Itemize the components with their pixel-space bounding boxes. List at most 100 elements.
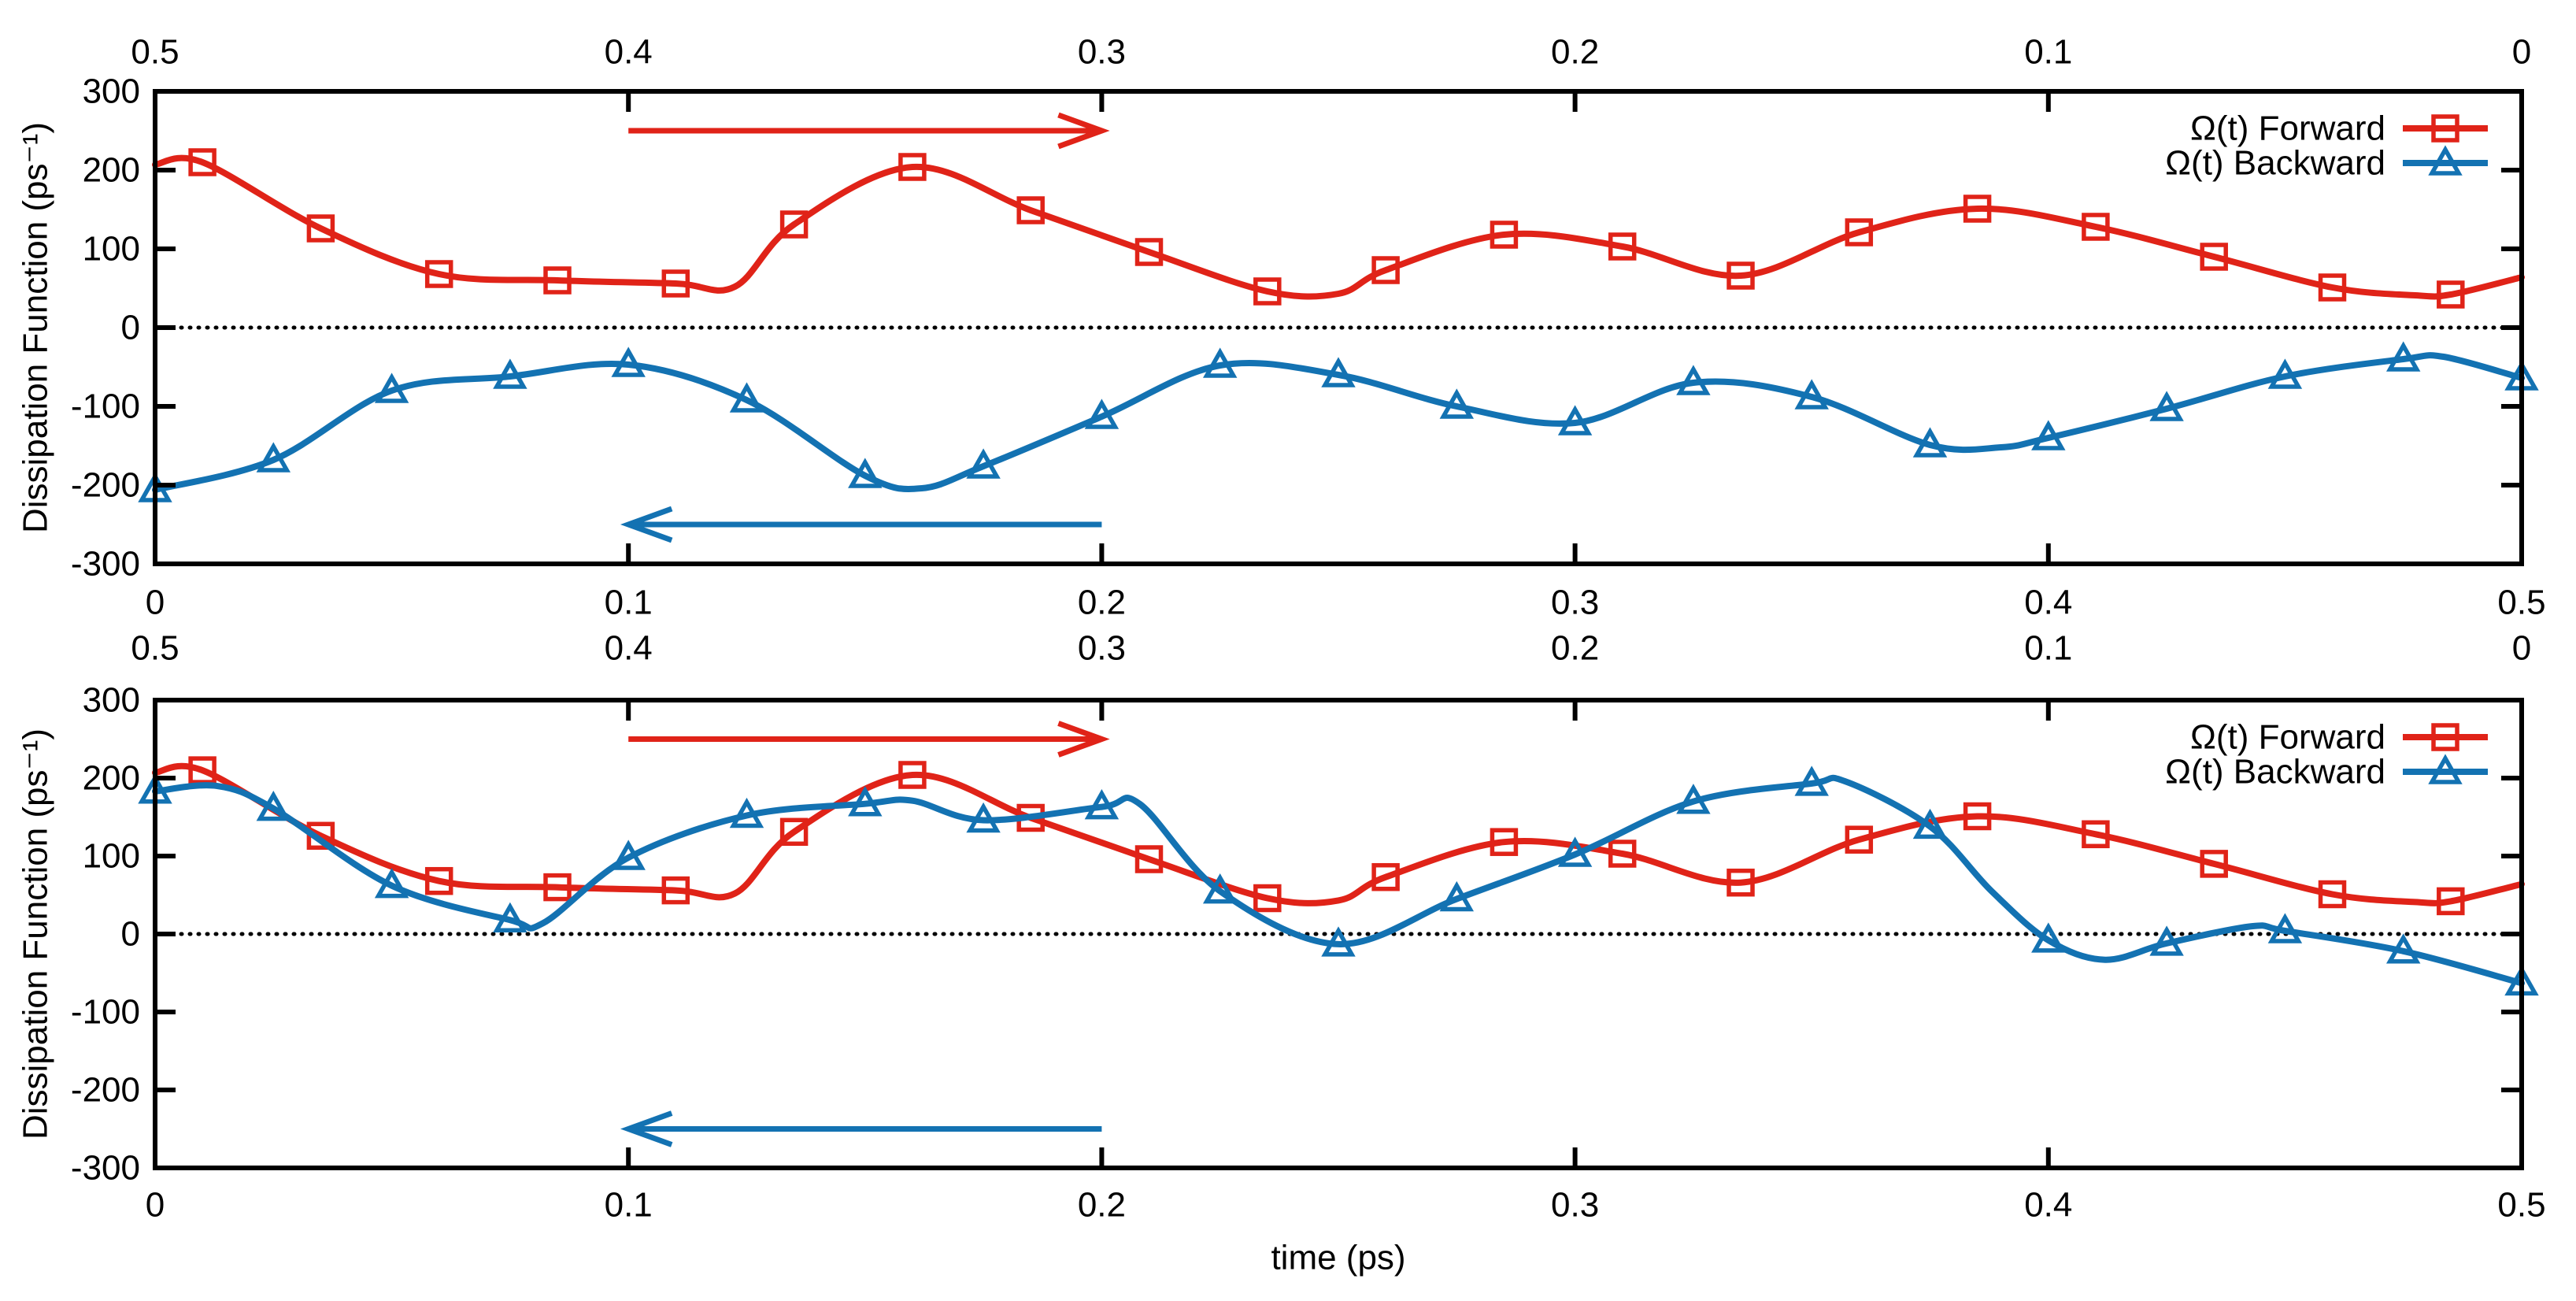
backward-data-point-marker bbox=[2031, 922, 2066, 953]
forward-data-point-marker bbox=[543, 873, 572, 902]
x-tick-label: 0.3 bbox=[1551, 584, 1599, 622]
x-top-tick-label: 0.2 bbox=[1551, 629, 1599, 668]
forward-data-point-marker bbox=[2200, 850, 2228, 878]
backward-data-point-marker bbox=[2267, 913, 2303, 943]
forward-data-point-marker bbox=[543, 266, 572, 295]
forward-data-point-marker bbox=[1134, 845, 1164, 873]
backward-data-point-marker bbox=[374, 868, 409, 899]
forward-curve bbox=[152, 762, 2525, 906]
x-top-tick-label: 0.4 bbox=[605, 629, 653, 668]
legend-sample-marker bbox=[2431, 114, 2459, 143]
x-top-tick-label: 0.3 bbox=[1078, 629, 1126, 668]
x-tick-label: 0.5 bbox=[2497, 584, 2545, 622]
x-top-tick-label: 0.1 bbox=[2024, 33, 2072, 72]
x-top-tick-label: 0 bbox=[2512, 629, 2531, 668]
forward-data-point-marker bbox=[779, 210, 809, 239]
panel-bottom: 0 0.1 0.2 0.3 0.4 0.50.5 0.4 0.3 0.2 0.1 0-300-200… bbox=[71, 629, 2546, 1225]
y-axis-title-bottom: Dissipation Function (ps⁻¹) bbox=[17, 728, 55, 1140]
backward-arrow-head bbox=[620, 1110, 673, 1147]
backward-curve bbox=[152, 352, 2525, 493]
backward-data-point-marker bbox=[1676, 365, 1711, 395]
forward-data-point-marker bbox=[2082, 213, 2110, 241]
y-tick-label: -100 bbox=[71, 387, 140, 426]
forward-data-point-marker bbox=[2318, 880, 2347, 909]
y-tick-label: 200 bbox=[83, 151, 140, 190]
x-tick-label: 0 bbox=[146, 1186, 165, 1225]
x-top-tick-label: 0.2 bbox=[1551, 33, 1599, 72]
x-top-tick-label: 0.3 bbox=[1078, 33, 1126, 72]
legend-backward-label-bottom: Ω(t) Backward bbox=[2165, 753, 2385, 791]
x-top-tick-label: 0.5 bbox=[131, 629, 179, 668]
x-tick-label: 0.4 bbox=[2024, 1186, 2072, 1225]
x-tick-label: 0.3 bbox=[1551, 1186, 1599, 1225]
x-top-tick-label: 0.1 bbox=[2024, 629, 2072, 668]
legend-backward-label-top: Ω(t) Backward bbox=[2165, 144, 2385, 183]
forward-arrow-head bbox=[1057, 112, 1110, 150]
forward-data-point-marker bbox=[1727, 868, 1755, 897]
forward-data-point-marker bbox=[779, 817, 809, 847]
forward-data-point-marker bbox=[424, 260, 453, 288]
forward-arrow-head bbox=[1057, 721, 1110, 758]
forward-data-point-marker bbox=[1845, 218, 1874, 246]
forward-data-point-marker bbox=[1253, 884, 1282, 913]
forward-data-point-marker bbox=[306, 214, 335, 243]
x-top-tick-label: 0.5 bbox=[131, 33, 179, 72]
x-top-tick-label: 0.4 bbox=[605, 33, 653, 72]
forward-data-point-marker bbox=[1845, 825, 1874, 854]
x-axis-title: time (ps) bbox=[1271, 1239, 1405, 1277]
y-axis-title-top: Dissipation Function (ps⁻¹) bbox=[17, 122, 55, 533]
backward-data-point-marker bbox=[1676, 784, 1711, 814]
backward-data-point-marker bbox=[1439, 880, 1475, 912]
forward-data-point-marker bbox=[2200, 243, 2228, 271]
forward-data-point-marker bbox=[2437, 280, 2465, 309]
backward-data-point-marker bbox=[1084, 789, 1120, 820]
backward-data-point-marker bbox=[2385, 933, 2421, 964]
x-tick-label: 0.2 bbox=[1078, 1186, 1126, 1225]
forward-data-point-marker bbox=[1727, 261, 1755, 290]
forward-data-point-marker bbox=[1134, 238, 1164, 266]
backward-data-point-marker bbox=[1321, 357, 1356, 387]
forward-data-point-marker bbox=[1490, 828, 1519, 856]
backward-data-point-marker bbox=[848, 458, 883, 488]
y-tick-label: 0 bbox=[121, 915, 140, 954]
y-tick-label: -300 bbox=[71, 545, 140, 584]
backward-data-point-marker bbox=[729, 382, 764, 413]
forward-data-point-marker bbox=[1608, 232, 1637, 261]
forward-data-point-marker bbox=[1371, 862, 1400, 891]
forward-data-point-marker bbox=[188, 756, 217, 784]
forward-data-point-marker bbox=[2082, 820, 2110, 849]
x-tick-label: 0.4 bbox=[2024, 584, 2072, 622]
backward-data-point-marker bbox=[1321, 926, 1356, 957]
y-tick-label: -300 bbox=[71, 1149, 140, 1188]
forward-data-point-marker bbox=[2437, 887, 2465, 916]
forward-data-point-marker bbox=[1963, 195, 1992, 223]
forward-data-point-marker bbox=[898, 761, 927, 789]
backward-data-point-marker bbox=[848, 786, 883, 817]
forward-data-point-marker bbox=[1016, 196, 1045, 224]
backward-data-point-marker bbox=[1794, 765, 1829, 796]
backward-data-point-marker bbox=[493, 902, 527, 932]
forward-data-point-marker bbox=[661, 269, 690, 298]
forward-data-point-marker bbox=[661, 876, 690, 905]
backward-data-point-marker bbox=[1084, 398, 1120, 429]
backward-curve bbox=[152, 774, 2525, 987]
y-tick-label: 100 bbox=[83, 230, 140, 269]
y-tick-label: 100 bbox=[83, 837, 140, 876]
backward-data-point-marker bbox=[256, 442, 291, 473]
y-tick-label: 300 bbox=[83, 72, 140, 111]
y-tick-label: 300 bbox=[83, 681, 140, 720]
forward-data-point-marker bbox=[1371, 256, 1400, 284]
backward-data-point-marker bbox=[1202, 347, 1238, 378]
backward-data-point-marker bbox=[966, 448, 1001, 479]
x-top-tick-label: 0 bbox=[2512, 33, 2531, 72]
backward-data-point-marker bbox=[2149, 925, 2184, 956]
y-tick-label: -200 bbox=[71, 466, 140, 505]
backward-data-point-marker bbox=[2149, 391, 2184, 421]
y-tick-label: 200 bbox=[83, 759, 140, 798]
forward-data-point-marker bbox=[1253, 277, 1282, 306]
backward-data-point-marker bbox=[374, 373, 409, 403]
x-tick-label: 0.2 bbox=[1078, 584, 1126, 622]
y-tick-label: -200 bbox=[71, 1071, 140, 1110]
